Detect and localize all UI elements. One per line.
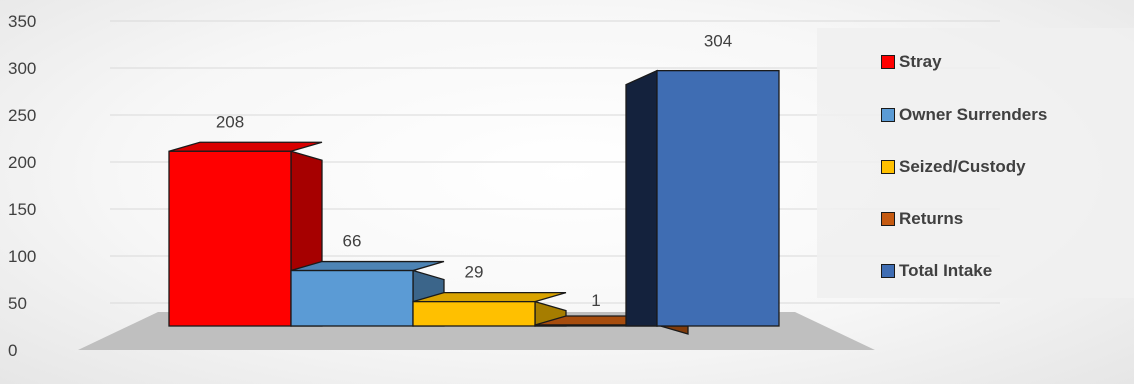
legend-item-total-intake: Total Intake [881, 260, 992, 282]
y-axis: 0 50 100 150 200 250 300 350 [8, 12, 36, 360]
legend-swatch-stray [881, 55, 895, 69]
legend-label-total-intake: Total Intake [899, 261, 993, 280]
legend-label-returns: Returns [899, 209, 964, 228]
y-tick-label: 350 [8, 12, 36, 31]
y-tick-label: 0 [8, 341, 17, 360]
legend-label-stray: Stray [899, 52, 942, 71]
data-label: 66 [343, 232, 362, 251]
bar-owner-surrenders [290, 269, 414, 327]
bars [168, 69, 780, 335]
y-tick-label: 200 [8, 153, 36, 172]
legend-swatch-returns [881, 212, 895, 226]
bar-stray [168, 150, 292, 327]
legend-item-owner-surrenders: Owner Surrenders [881, 104, 1047, 126]
bar-total-intake [656, 69, 780, 327]
y-tick-label: 300 [8, 59, 36, 78]
legend-label-seized-custody: Seized/Custody [899, 157, 1026, 176]
y-tick-label: 150 [8, 200, 36, 219]
bar-top-face [168, 141, 323, 152]
legend: Stray Owner Surrenders Seized/Custody Re… [817, 28, 1134, 298]
legend-item-returns: Returns [881, 208, 963, 230]
data-labels: 208 66 29 1 304 [216, 32, 732, 310]
bar-seized-custody [412, 300, 536, 327]
legend-item-seized-custody: Seized/Custody [881, 156, 1026, 178]
legend-label-owner-surrenders: Owner Surrenders [899, 105, 1048, 124]
legend-item-stray: Stray [881, 51, 942, 73]
data-label: 208 [216, 112, 244, 131]
data-label: 304 [704, 32, 732, 51]
data-label: 1 [591, 291, 600, 310]
bar-side-face [625, 69, 658, 327]
data-label: 29 [465, 263, 484, 282]
y-tick-label: 250 [8, 106, 36, 125]
y-tick-label: 50 [8, 294, 27, 313]
legend-swatch-total-intake [881, 264, 895, 278]
legend-swatch-seized-custody [881, 160, 895, 174]
legend-swatch-owner-surrenders [881, 108, 895, 122]
y-tick-label: 100 [8, 247, 36, 266]
